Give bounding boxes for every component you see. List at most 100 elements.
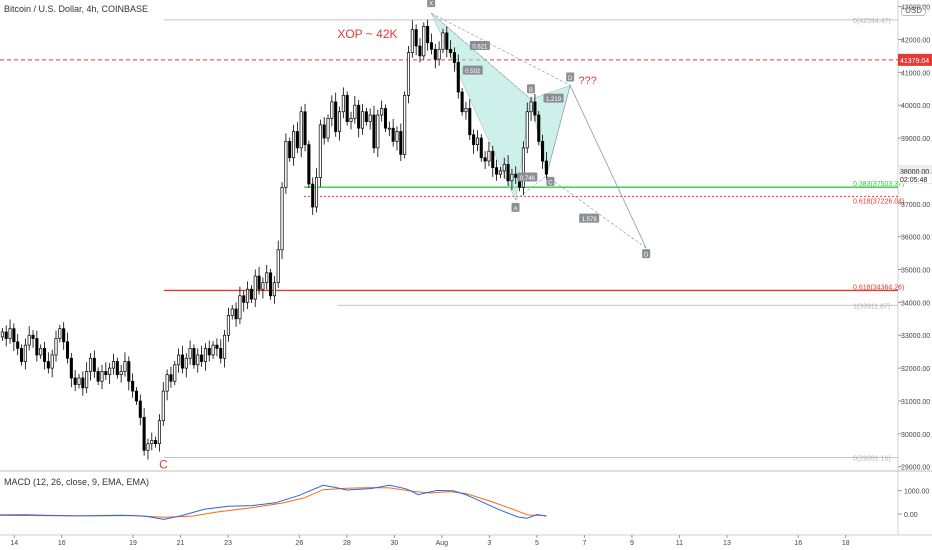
- candle-body: [138, 400, 142, 418]
- candle-body: [192, 348, 196, 366]
- candle-body: [495, 167, 499, 175]
- y-tick-label: 41000.00: [901, 70, 930, 77]
- pattern-point-box: [546, 176, 555, 186]
- candle-body: [314, 177, 319, 208]
- candle-body: [242, 295, 246, 303]
- candle-body: [441, 32, 445, 50]
- candle-body: [452, 52, 456, 63]
- annotations: X A B C D D 0.621 0.502 1.219 0.746 1.578 XOP ~ 42K…: [159, 0, 651, 471]
- candle-body: [418, 45, 422, 57]
- pattern-point-box: [526, 84, 535, 94]
- fib-guide-label: 0(29281.16): [853, 455, 891, 462]
- pattern-point-label: C: [548, 180, 553, 186]
- candle-body: [200, 354, 204, 362]
- pattern-guide-line: [431, 12, 571, 86]
- candle-body: [468, 108, 472, 136]
- candle-body: [426, 25, 430, 44]
- pattern-point-label: A: [514, 206, 518, 212]
- y-tick-label: 29000.00: [901, 465, 930, 472]
- candle-body: [169, 374, 173, 382]
- x-tick-label: 19: [129, 540, 137, 547]
- ratio-label: 0.621: [472, 45, 488, 51]
- candle-body: [330, 101, 334, 119]
- currency-badge[interactable]: USD: [901, 5, 926, 16]
- candle-body: [19, 348, 24, 362]
- harmonic-pattern: [430, 12, 647, 249]
- ratio-label: 0.746: [520, 176, 536, 182]
- ratio-box: [543, 93, 564, 103]
- candle-body: [456, 62, 460, 93]
- candle-body: [525, 111, 529, 149]
- candle-body: [12, 328, 16, 343]
- candle-body: [403, 94, 407, 155]
- candle-body: [544, 160, 548, 175]
- candle-body: [533, 101, 537, 116]
- candle-body: [491, 150, 495, 168]
- candle-body: [35, 338, 39, 356]
- candle-body: [475, 137, 479, 145]
- candle-body: [142, 417, 146, 451]
- candle-body: [157, 420, 161, 445]
- candle-body: [311, 183, 315, 208]
- candle-body: [460, 91, 464, 113]
- candle-body: [299, 111, 303, 149]
- candle-body: [383, 108, 388, 129]
- xop-annotation: XOP ~ 42K: [337, 27, 397, 41]
- x-tick-label: 18: [842, 540, 850, 547]
- candle-body: [123, 361, 127, 372]
- candle-body: [77, 377, 81, 385]
- candle-body: [196, 354, 200, 366]
- pattern-projection-line: [546, 84, 647, 249]
- candle-body: [414, 29, 418, 47]
- y-tick-label: 33000.00: [901, 333, 930, 340]
- x-tick-label: 3: [487, 540, 491, 547]
- candle-body: [219, 348, 223, 359]
- candle-body: [307, 144, 311, 185]
- x-tick-label: 26: [295, 540, 303, 547]
- x-tick-label: 16: [58, 540, 66, 547]
- candle-body: [322, 124, 326, 139]
- price-axis: 29000.00 30000.00 31000.00 32000.00 33000.00…: [897, 5, 932, 472]
- candle-body: [433, 48, 437, 60]
- y-tick-label: 39000.00: [901, 136, 930, 143]
- candle-body: [399, 131, 403, 155]
- fib-guide-label: 0(42594.47): [853, 18, 891, 25]
- candle-body: [131, 380, 135, 392]
- fib-guide-label: 1(33911.87): [853, 303, 890, 310]
- candle-body: [115, 361, 119, 376]
- candle-body: [104, 371, 108, 376]
- candle-body: [498, 170, 502, 175]
- candle-body: [154, 440, 158, 445]
- candle-body: [410, 29, 414, 53]
- ratio-box: [469, 41, 490, 51]
- candle-body: [46, 361, 50, 369]
- x-tick-label: 21: [177, 540, 185, 547]
- candle-body: [429, 42, 434, 50]
- candle-body: [92, 357, 96, 372]
- candle-body: [173, 364, 177, 382]
- x-tick-label: 14: [10, 540, 18, 547]
- candle-body: [272, 282, 276, 297]
- candle-body: [284, 140, 288, 188]
- candle-body: [326, 117, 330, 139]
- candle-body: [257, 275, 261, 290]
- ratio-box: [517, 172, 538, 182]
- candle-body: [8, 328, 12, 339]
- candle-body: [349, 117, 353, 122]
- candle-body: [69, 357, 73, 379]
- candle-body: [360, 111, 365, 129]
- candle-body: [541, 140, 545, 162]
- candle-body: [230, 308, 234, 316]
- candle-body: [269, 272, 273, 297]
- candle-body: [334, 101, 338, 132]
- candle-body: [207, 348, 211, 356]
- candle-body: [211, 344, 215, 356]
- candle-body: [146, 443, 150, 451]
- candle-body: [81, 377, 85, 389]
- candle-body: [203, 348, 207, 362]
- candle-body: [96, 371, 100, 382]
- candle-body: [472, 134, 476, 145]
- pattern-guide-line: [430, 12, 532, 100]
- x-tick-label: 9: [630, 540, 634, 547]
